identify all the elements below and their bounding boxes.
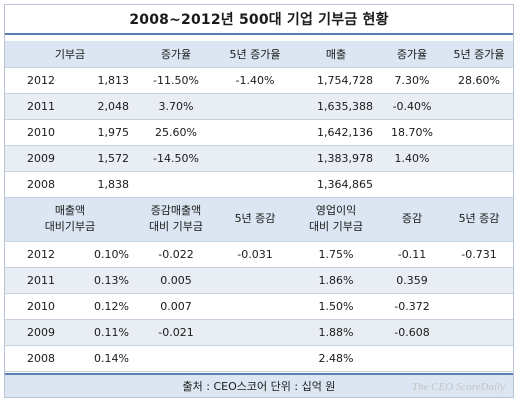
op-ratio-cell: 2.48% [293, 345, 379, 372]
header-sales: 매출 [293, 41, 379, 68]
ratio-change-5yr-cell [217, 267, 293, 294]
sales-growth-cell [379, 171, 445, 198]
ratio-change-5yr-cell [217, 293, 293, 320]
donation-cell: 1,975 [65, 119, 135, 146]
op-ratio-cell: 1.75% [293, 241, 379, 268]
table-row: 2012 0.10% -0.022 -0.031 1.75% -0.11 -0.731 [5, 241, 513, 268]
growth-5yr-cell [217, 119, 293, 146]
table-row: 2009 1,572 -14.50% 1,383,978 1.40% [5, 145, 513, 172]
sales-cell: 1,754,728 [293, 67, 379, 94]
growth-5yr-cell [217, 171, 293, 198]
op-change-cell: -0.372 [379, 293, 445, 320]
donation-cell: 1,572 [65, 145, 135, 172]
growth-5yr-cell [217, 145, 293, 172]
year-cell: 2009 [5, 319, 65, 346]
sales-growth-cell: 7.30% [379, 67, 445, 94]
growth-cell: -11.50% [135, 67, 217, 94]
top-header-row: 기부금 증가율 5년 증가율 매출 증가율 5년 증가율 [5, 41, 513, 68]
growth-cell [135, 171, 217, 198]
donation-cell: 1,813 [65, 67, 135, 94]
table-footer: 출처 : CEO스코어 단위 : 십억 원 [5, 373, 513, 397]
header-donation: 기부금 [5, 41, 135, 68]
op-change-cell: -0.608 [379, 319, 445, 346]
growth-5yr-cell [217, 93, 293, 120]
table-row: 2010 1,975 25.60% 1,642,136 18.70% [5, 119, 513, 146]
growth-cell: 25.60% [135, 119, 217, 146]
year-cell: 2011 [5, 93, 65, 120]
op-change-cell [379, 345, 445, 372]
sales-ratio-cell: 0.14% [65, 345, 135, 372]
op-change-5yr-cell: -0.731 [445, 241, 513, 268]
op-change-5yr-cell [445, 319, 513, 346]
table-row: 2010 0.12% 0.007 1.50% -0.372 [5, 293, 513, 320]
donation-cell: 1,838 [65, 171, 135, 198]
table-row: 2011 0.13% 0.005 1.86% 0.359 [5, 267, 513, 294]
sales-ratio-cell: 0.11% [65, 319, 135, 346]
sales-cell: 1,383,978 [293, 145, 379, 172]
header-growth-5yr: 5년 증가율 [217, 41, 293, 68]
donation-cell: 2,048 [65, 93, 135, 120]
header-growth: 증가율 [135, 41, 217, 68]
ratio-change-5yr-cell: -0.031 [217, 241, 293, 268]
ratio-change-5yr-cell [217, 319, 293, 346]
donation-table-frame: 2008~2012년 500대 기업 기부금 현황 기부금 증가율 5년 증가율 매출… [4, 4, 514, 398]
sales-cell: 1,364,865 [293, 171, 379, 198]
sales-growth-5yr-cell [445, 93, 513, 120]
header-ratio-change: 증감매출액 대비 기부금 [135, 197, 217, 242]
table-row: 2011 2,048 3.70% 1,635,388 -0.40% [5, 93, 513, 120]
ratio-change-cell: -0.022 [135, 241, 217, 268]
growth-cell: 3.70% [135, 93, 217, 120]
donation-table: 기부금 증가율 5년 증가율 매출 증가율 5년 증가율 2012 1,813 -11.50% -… [5, 41, 513, 372]
sales-ratio-cell: 0.12% [65, 293, 135, 320]
op-change-cell: 0.359 [379, 267, 445, 294]
ratio-change-cell: -0.021 [135, 319, 217, 346]
op-ratio-cell: 1.86% [293, 267, 379, 294]
sales-growth-5yr-cell [445, 145, 513, 172]
op-ratio-cell: 1.88% [293, 319, 379, 346]
table-row: 2008 0.14% 2.48% [5, 345, 513, 372]
op-change-5yr-cell [445, 267, 513, 294]
sales-growth-5yr-cell [445, 171, 513, 198]
header-ratio-change-5yr: 5년 증감 [217, 197, 293, 242]
year-cell: 2012 [5, 241, 65, 268]
table-row: 2009 0.11% -0.021 1.88% -0.608 [5, 319, 513, 346]
table-title: 2008~2012년 500대 기업 기부금 현황 [5, 5, 513, 35]
ratio-change-cell [135, 345, 217, 372]
ratio-change-cell: 0.005 [135, 267, 217, 294]
sales-ratio-cell: 0.13% [65, 267, 135, 294]
year-cell: 2012 [5, 67, 65, 94]
header-op-change-5yr: 5년 증감 [445, 197, 513, 242]
sales-growth-cell: 1.40% [379, 145, 445, 172]
year-cell: 2009 [5, 145, 65, 172]
sales-ratio-cell: 0.10% [65, 241, 135, 268]
year-cell: 2010 [5, 293, 65, 320]
ratio-change-5yr-cell [217, 345, 293, 372]
sales-cell: 1,635,388 [293, 93, 379, 120]
sales-growth-5yr-cell: 28.60% [445, 67, 513, 94]
header-sales-ratio: 매출액 대비기부금 [5, 197, 135, 242]
op-ratio-cell: 1.50% [293, 293, 379, 320]
header-op-change: 증감 [379, 197, 445, 242]
header-sales-growth: 증가율 [379, 41, 445, 68]
watermark: The CEO ScoreDaily [411, 381, 505, 393]
sales-growth-cell: 18.70% [379, 119, 445, 146]
sales-growth-5yr-cell [445, 119, 513, 146]
table-row: 2008 1,838 1,364,865 [5, 171, 513, 198]
year-cell: 2011 [5, 267, 65, 294]
year-cell: 2008 [5, 171, 65, 198]
sales-growth-cell: -0.40% [379, 93, 445, 120]
bottom-header-row: 매출액 대비기부금 증감매출액 대비 기부금 5년 증감 영업이익 대비 기부금 증감 5… [5, 197, 513, 242]
year-cell: 2008 [5, 345, 65, 372]
growth-5yr-cell: -1.40% [217, 67, 293, 94]
ratio-change-cell: 0.007 [135, 293, 217, 320]
header-op-ratio: 영업이익 대비 기부금 [293, 197, 379, 242]
table-row: 2012 1,813 -11.50% -1.40% 1,754,728 7.30% 28.6… [5, 67, 513, 94]
header-sales-growth-5yr: 5년 증가율 [445, 41, 513, 68]
op-change-5yr-cell [445, 345, 513, 372]
sales-cell: 1,642,136 [293, 119, 379, 146]
op-change-5yr-cell [445, 293, 513, 320]
year-cell: 2010 [5, 119, 65, 146]
growth-cell: -14.50% [135, 145, 217, 172]
op-change-cell: -0.11 [379, 241, 445, 268]
